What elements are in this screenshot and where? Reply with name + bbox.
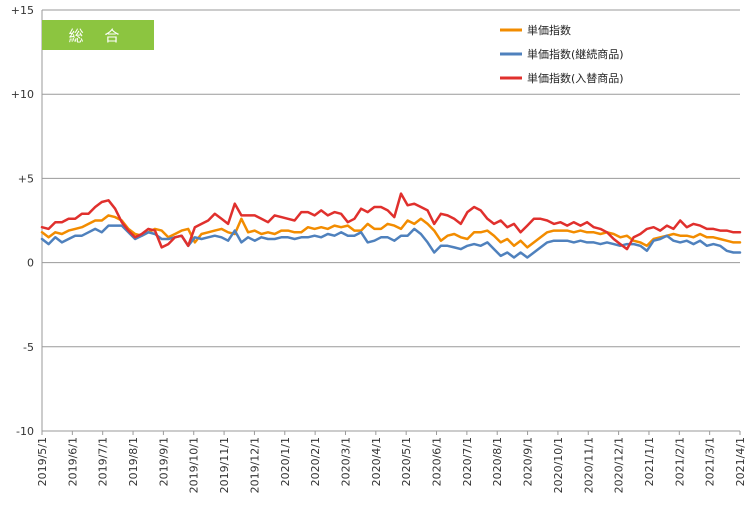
y-tick-label: 0	[27, 257, 34, 270]
y-tick-label: +15	[11, 4, 34, 17]
legend-label: 単価指数(継続商品)	[527, 47, 624, 61]
x-tick-label: 2019/8/1	[127, 437, 140, 486]
x-tick-label: 2020/5/1	[400, 437, 413, 486]
badge-label: 総 合	[69, 27, 128, 45]
x-tick-label: 2021/4/1	[734, 437, 745, 486]
series-line-2	[40, 192, 742, 251]
x-tick-label: 2019/7/1	[97, 437, 110, 486]
x-tick-label: 2019/12/1	[248, 437, 261, 493]
x-tick-label: 2020/11/1	[582, 437, 595, 493]
x-tick-label: 2020/7/1	[461, 437, 474, 486]
x-tick-label: 2020/8/1	[491, 437, 504, 486]
x-tick-label: 2020/9/1	[522, 437, 535, 486]
x-tick-label: 2019/6/1	[66, 437, 79, 486]
x-tick-label: 2020/4/1	[370, 437, 383, 486]
category-badge: 総 合	[42, 20, 154, 50]
x-tick-label: 2021/2/1	[673, 437, 686, 486]
y-axis-ticks: +15 +10 +5 0 -5 -10	[11, 4, 34, 438]
legend-label: 単価指数	[527, 23, 571, 37]
x-axis-ticks: 2019/5/1 2019/6/1 2019/7/1 2019/8/1 2019/9/1…	[36, 431, 745, 493]
x-tick-label: 2020/2/1	[309, 437, 322, 486]
series-line-0	[40, 214, 742, 249]
grid-lines	[41, 9, 740, 432]
y-tick-label: -5	[23, 341, 34, 354]
x-tick-label: 2021/1/1	[643, 437, 656, 486]
x-tick-label: 2020/1/1	[279, 437, 292, 486]
x-tick-label: 2019/11/1	[218, 437, 231, 493]
series-lines	[40, 192, 742, 259]
x-tick-label: 2020/6/1	[431, 437, 444, 486]
x-tick-label: 2020/10/1	[552, 437, 565, 493]
x-tick-label: 2020/12/1	[613, 437, 626, 493]
x-tick-label: 2019/9/1	[157, 437, 170, 486]
x-tick-label: 2021/3/1	[704, 437, 717, 486]
legend-label: 単価指数(入替商品)	[527, 71, 624, 85]
y-tick-label: -10	[16, 425, 34, 438]
x-tick-label: 2019/10/1	[188, 437, 201, 493]
x-tick-label: 2020/3/1	[339, 437, 352, 486]
x-tick-label: 2019/5/1	[36, 437, 49, 486]
y-tick-label: +5	[18, 172, 34, 185]
y-tick-label: +10	[11, 88, 34, 101]
badge-background	[42, 20, 154, 50]
